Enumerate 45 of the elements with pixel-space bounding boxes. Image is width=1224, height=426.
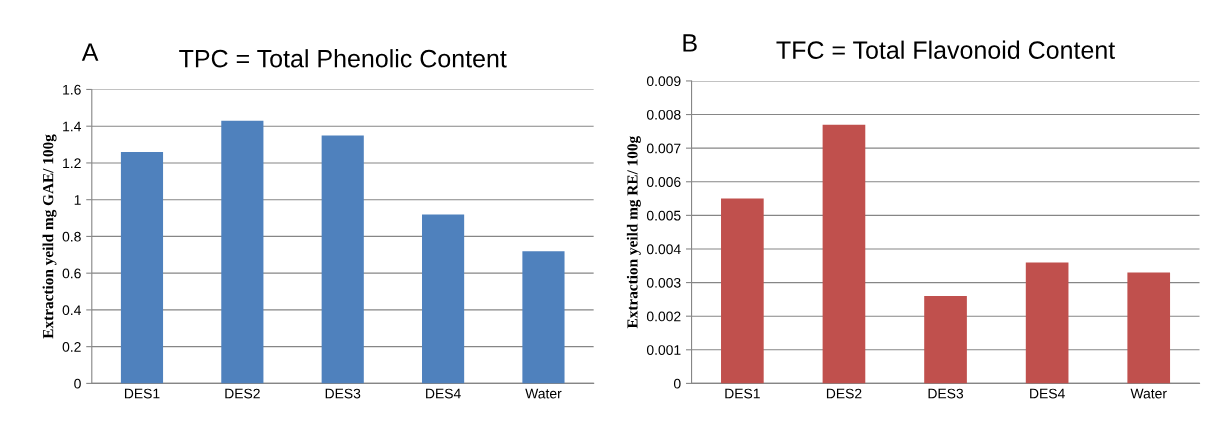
x-tick-label: DES4 — [1030, 388, 1065, 399]
x-tick-label: DES2 — [826, 388, 862, 399]
y-tick-label: 0 — [673, 378, 681, 389]
y-tick-label: 0.8 — [62, 231, 81, 242]
x-tick-label: DES2 — [225, 388, 260, 399]
bar — [1127, 272, 1171, 384]
x-tick-label: DES3 — [325, 388, 361, 399]
text: A — [81, 43, 99, 61]
bar — [522, 251, 565, 384]
bar — [120, 151, 164, 384]
bar — [321, 135, 364, 384]
bar — [822, 124, 866, 384]
bar — [422, 214, 465, 384]
y-tick-label: 0.001 — [646, 345, 681, 355]
y-tick-label: 0.007 — [646, 143, 681, 154]
y-axis-title: Extraction yeild mg GAE/ 100g — [42, 134, 57, 339]
x-tick-label: DES1 — [124, 388, 160, 399]
y-axis-title: Extraction yeild mg RE/ 100g — [626, 135, 641, 329]
y-tick-label: 0.003 — [646, 277, 681, 288]
y-tick-label: 0.002 — [646, 311, 681, 322]
bar — [721, 198, 764, 384]
x-tick-label: DES3 — [928, 388, 964, 399]
y-tick-label: 0.006 — [646, 177, 681, 187]
y-tick-label: 0.6 — [62, 268, 81, 279]
y-tick-label: 1.2 — [63, 158, 81, 168]
chart-title: TFC = Total Flavonoid Content — [776, 40, 1116, 59]
y-tick-label: 1 — [74, 195, 81, 205]
y-tick-label: 0.004 — [646, 244, 681, 255]
x-tick-label: Water — [1130, 388, 1167, 399]
y-tick-label: 1.4 — [63, 121, 81, 132]
x-tick-label: Water — [525, 388, 562, 399]
y-tick-label: 0 — [74, 378, 81, 389]
x-tick-label: DES1 — [725, 388, 760, 399]
bar — [1025, 262, 1069, 384]
chart-title: TPC = Total Phenolic Content — [179, 49, 507, 68]
y-tick-label: 0.2 — [62, 341, 81, 352]
x-tick-label: DES4 — [426, 388, 461, 399]
bar — [221, 120, 264, 384]
bar — [924, 296, 967, 384]
y-tick-label: 0.4 — [62, 305, 81, 316]
y-tick-label: 0.005 — [646, 210, 681, 221]
y-tick-label: 0.009 — [646, 76, 681, 87]
text: B — [683, 34, 697, 52]
y-tick-label: 0.008 — [646, 109, 681, 120]
y-tick-label: 1.6 — [63, 84, 81, 95]
